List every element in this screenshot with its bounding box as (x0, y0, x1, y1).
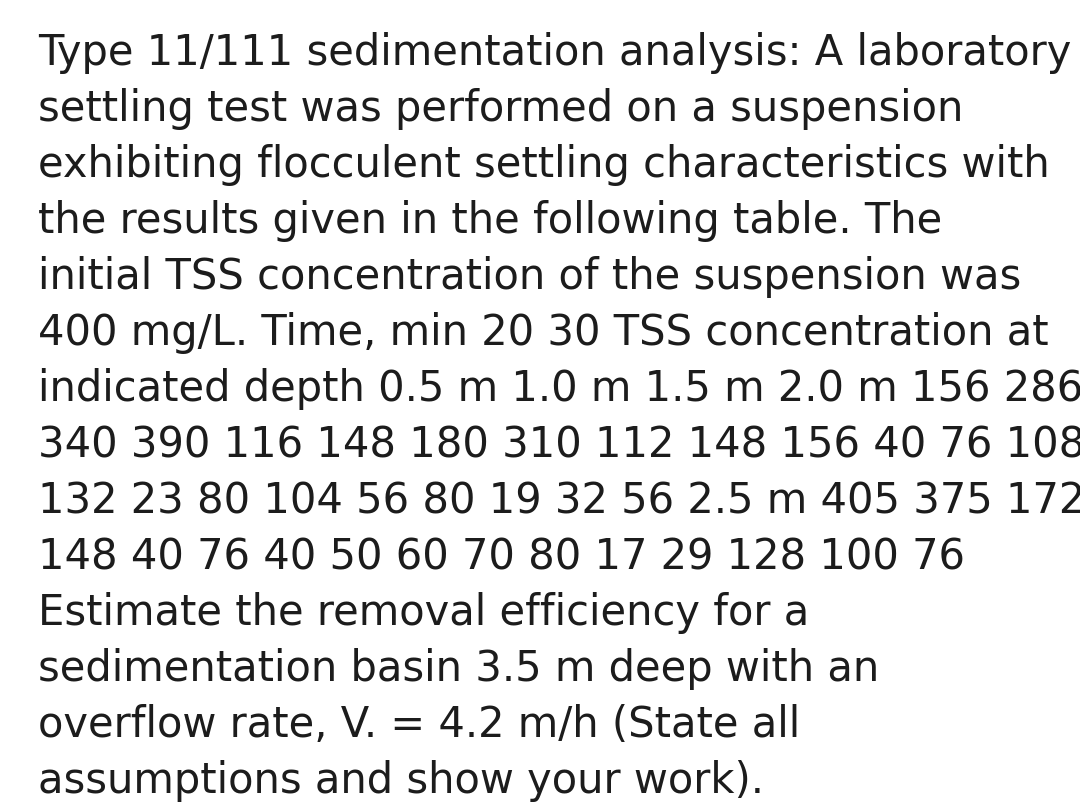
Text: sedimentation basin 3.5 m deep with an: sedimentation basin 3.5 m deep with an (38, 647, 879, 689)
Text: the results given in the following table. The: the results given in the following table… (38, 200, 942, 242)
Text: Type 11/111 sedimentation analysis: A laboratory: Type 11/111 sedimentation analysis: A la… (38, 32, 1071, 74)
Text: assumptions and show your work).: assumptions and show your work). (38, 759, 764, 801)
Text: indicated depth 0.5 m 1.0 m 1.5 m 2.0 m 156 286: indicated depth 0.5 m 1.0 m 1.5 m 2.0 m … (38, 367, 1080, 410)
Text: 132 23 80 104 56 80 19 32 56 2.5 m 405 375 172: 132 23 80 104 56 80 19 32 56 2.5 m 405 3… (38, 479, 1080, 521)
Text: Estimate the removal efficiency for a: Estimate the removal efficiency for a (38, 591, 809, 633)
Text: overflow rate, V. = 4.2 m/h (State all: overflow rate, V. = 4.2 m/h (State all (38, 703, 800, 745)
Text: 400 mg/L. Time, min 20 30 TSS concentration at: 400 mg/L. Time, min 20 30 TSS concentrat… (38, 311, 1049, 354)
Text: exhibiting flocculent settling characteristics with: exhibiting flocculent settling character… (38, 144, 1050, 186)
Text: 340 390 116 148 180 310 112 148 156 40 76 108: 340 390 116 148 180 310 112 148 156 40 7… (38, 423, 1080, 466)
Text: initial TSS concentration of the suspension was: initial TSS concentration of the suspens… (38, 255, 1022, 298)
Text: 148 40 76 40 50 60 70 80 17 29 128 100 76: 148 40 76 40 50 60 70 80 17 29 128 100 7… (38, 535, 966, 577)
Text: settling test was performed on a suspension: settling test was performed on a suspens… (38, 88, 963, 130)
